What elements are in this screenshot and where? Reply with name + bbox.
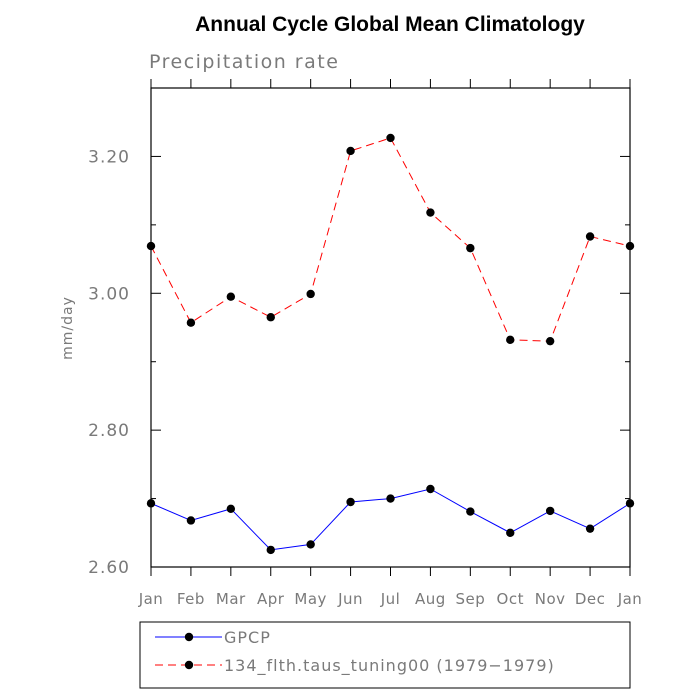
x-tick-label: Jan [138, 590, 164, 608]
legend-marker [184, 660, 194, 670]
data-point [226, 292, 236, 301]
x-tick-label: Dec [575, 590, 606, 608]
data-point [585, 232, 595, 241]
y-axis-label: mm/day [60, 296, 76, 360]
y-tick-label: 2.60 [88, 558, 130, 578]
data-point [625, 499, 635, 508]
data-point [386, 494, 395, 503]
x-tick-label: Jul [380, 590, 401, 608]
legend-label: 134_flth.taus_tuning00 (1979−1979) [224, 656, 555, 676]
data-point [306, 289, 315, 299]
data-point [186, 516, 196, 525]
chart-subtitle: Precipitation rate [149, 51, 339, 73]
data-point [386, 133, 395, 143]
x-tick-label: Jun [337, 590, 363, 608]
y-tick-label: 2.80 [88, 421, 130, 441]
data-point [545, 336, 555, 346]
chart-title: Annual Cycle Global Mean Climatology [195, 13, 585, 36]
legend-label: GPCP [224, 628, 271, 647]
data-point [466, 507, 475, 516]
y-tick-label: 3.00 [88, 284, 130, 304]
series-line-1 [150, 137, 631, 342]
data-point [426, 484, 435, 494]
data-point [346, 146, 355, 156]
data-point [226, 504, 236, 514]
y-tick-label: 3.20 [88, 147, 130, 167]
x-tick-label: May [294, 590, 327, 608]
data-point [306, 540, 315, 549]
x-tick-label: Jan [617, 590, 643, 608]
data-point [585, 524, 595, 533]
x-tick-label: Mar [216, 590, 246, 608]
data-point [346, 497, 355, 507]
legend-marker [184, 632, 194, 642]
data-point [545, 506, 555, 516]
data-point [466, 243, 475, 253]
x-tick-label: Oct [497, 590, 524, 608]
data-point [266, 545, 275, 555]
data-point [506, 335, 515, 345]
data-point [426, 208, 435, 217]
data-point [146, 241, 156, 251]
x-tick-label: Apr [257, 590, 285, 608]
x-tick-label: Nov [535, 590, 566, 608]
legend: GPCP 134_flth.taus_tuning00 (1979−1979) [139, 621, 631, 689]
axes: Jan Feb Mar Apr May Jun Jul Aug Sep Oct Nov Dec Jan 2… [88, 79, 642, 608]
x-tick-label: Feb [177, 590, 205, 608]
data-point [506, 528, 515, 537]
data-point [146, 499, 156, 508]
x-tick-label: Aug [415, 590, 446, 608]
data-point [625, 241, 635, 251]
data-point [266, 313, 275, 322]
legend-box [139, 621, 631, 689]
x-tick-label: Sep [455, 590, 485, 608]
data-point [186, 318, 196, 327]
series-layer [146, 133, 635, 555]
